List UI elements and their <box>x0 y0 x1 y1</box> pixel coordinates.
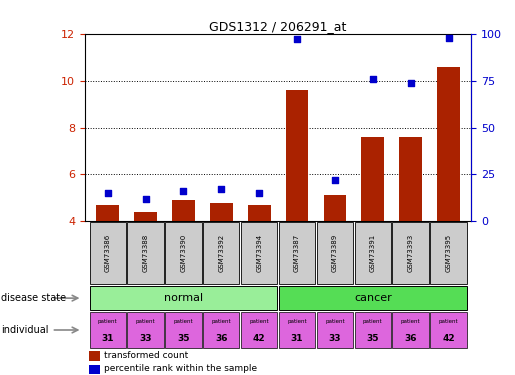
Bar <box>127 222 164 284</box>
Bar <box>203 312 239 348</box>
Text: GSM73387: GSM73387 <box>294 234 300 272</box>
Text: GSM73388: GSM73388 <box>143 234 148 272</box>
Text: cancer: cancer <box>354 293 391 303</box>
Bar <box>362 137 384 221</box>
Point <box>444 34 453 40</box>
Bar <box>323 195 346 221</box>
Text: patient: patient <box>287 319 307 324</box>
Text: individual: individual <box>1 325 48 335</box>
Title: GDS1312 / 206291_at: GDS1312 / 206291_at <box>210 20 347 33</box>
Bar <box>241 312 278 348</box>
Text: patient: patient <box>401 319 420 324</box>
Text: GSM73389: GSM73389 <box>332 234 338 272</box>
Point <box>217 186 226 192</box>
Text: disease state: disease state <box>1 293 66 303</box>
Bar <box>127 312 164 348</box>
Text: percentile rank within the sample: percentile rank within the sample <box>104 364 258 374</box>
Text: transformed count: transformed count <box>104 351 188 360</box>
Point <box>369 76 377 82</box>
Text: patient: patient <box>136 319 156 324</box>
Bar <box>437 67 460 221</box>
Bar <box>355 312 391 348</box>
Point <box>255 190 263 196</box>
Text: patient: patient <box>363 319 383 324</box>
Bar <box>203 222 239 284</box>
Bar <box>431 222 467 284</box>
Bar <box>172 200 195 221</box>
Text: GSM73390: GSM73390 <box>180 234 186 272</box>
Bar <box>279 312 315 348</box>
Text: GSM73386: GSM73386 <box>105 234 111 272</box>
Text: patient: patient <box>325 319 345 324</box>
Point <box>406 80 415 86</box>
Bar <box>89 364 100 374</box>
Bar <box>90 286 278 310</box>
Text: GSM73391: GSM73391 <box>370 234 376 272</box>
Point <box>331 177 339 183</box>
Text: patient: patient <box>212 319 231 324</box>
Bar <box>392 222 429 284</box>
Point <box>104 190 112 196</box>
Point <box>293 36 301 42</box>
Bar <box>279 286 467 310</box>
Bar <box>165 312 201 348</box>
Bar <box>279 222 315 284</box>
Text: 36: 36 <box>404 334 417 343</box>
Bar <box>90 312 126 348</box>
Text: 31: 31 <box>101 334 114 343</box>
Bar <box>317 312 353 348</box>
Text: GSM73395: GSM73395 <box>445 234 452 272</box>
Text: 35: 35 <box>177 334 190 343</box>
Text: normal: normal <box>164 293 203 303</box>
Bar <box>248 205 270 221</box>
Bar <box>90 222 126 284</box>
Text: GSM73394: GSM73394 <box>256 234 262 272</box>
Text: GSM73392: GSM73392 <box>218 234 225 272</box>
Bar <box>431 312 467 348</box>
Bar <box>286 90 308 221</box>
Text: patient: patient <box>439 319 458 324</box>
Bar <box>165 222 201 284</box>
Bar <box>210 202 233 221</box>
Point <box>142 196 150 202</box>
Bar <box>399 137 422 221</box>
Bar <box>355 222 391 284</box>
Text: patient: patient <box>249 319 269 324</box>
Text: 42: 42 <box>253 334 265 343</box>
Text: patient: patient <box>174 319 193 324</box>
Bar <box>317 222 353 284</box>
Text: patient: patient <box>98 319 117 324</box>
Bar <box>241 222 278 284</box>
Text: 31: 31 <box>291 334 303 343</box>
Bar <box>134 212 157 221</box>
Text: 33: 33 <box>329 334 341 343</box>
Point <box>179 188 187 194</box>
Text: GSM73393: GSM73393 <box>408 234 414 272</box>
Text: 36: 36 <box>215 334 228 343</box>
Bar <box>89 351 100 361</box>
Bar <box>392 312 429 348</box>
Text: 33: 33 <box>140 334 152 343</box>
Bar <box>96 205 119 221</box>
Text: 42: 42 <box>442 334 455 343</box>
Text: 35: 35 <box>367 334 379 343</box>
